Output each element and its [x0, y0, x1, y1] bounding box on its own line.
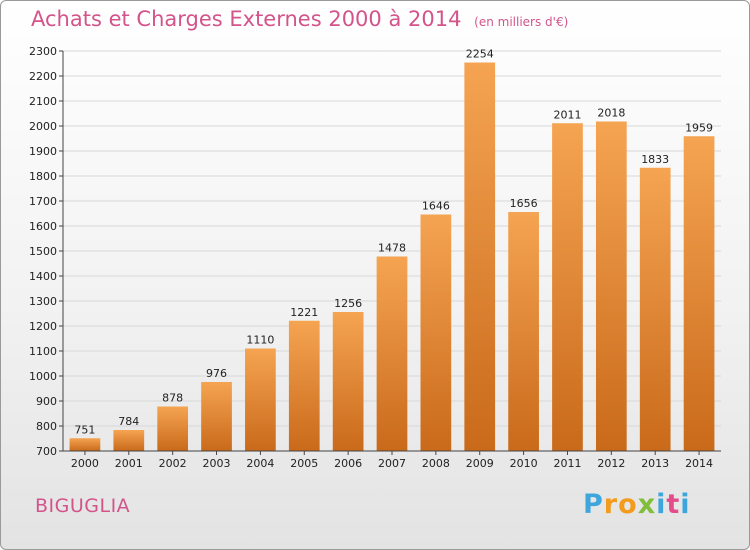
x-tick-label: 2006	[334, 457, 362, 470]
x-tick-label: 2003	[203, 457, 231, 470]
y-tick-label: 700	[36, 445, 57, 458]
x-tick-label: 2004	[246, 457, 274, 470]
x-tick-label: 2012	[597, 457, 625, 470]
bar-2010	[508, 212, 539, 451]
logo-letter: i	[680, 489, 691, 520]
bar-value-label: 1646	[422, 200, 450, 213]
chart-unit: (en milliers d'€)	[474, 15, 569, 29]
x-tick-label: 2009	[466, 457, 494, 470]
x-tick-label: 2010	[510, 457, 538, 470]
x-tick-label: 2000	[71, 457, 99, 470]
chart-title-text: Achats et Charges Externes 2000 à 2014	[31, 7, 462, 31]
x-tick-label: 2014	[685, 457, 713, 470]
x-tick-label: 2008	[422, 457, 450, 470]
bar-2014	[683, 136, 715, 451]
y-tick-label: 1100	[29, 345, 57, 358]
bar-2001	[113, 430, 145, 451]
bar-2003	[201, 382, 232, 451]
logo-letter: P	[583, 489, 604, 520]
bar-value-label: 2018	[597, 107, 625, 120]
y-tick-label: 800	[36, 420, 57, 433]
bar-2012	[595, 121, 627, 451]
logo-letter: i	[656, 489, 667, 520]
y-tick-label: 2000	[29, 120, 57, 133]
logo-letter: x	[637, 489, 657, 520]
bar-value-label: 878	[162, 392, 183, 405]
bar-2008	[420, 214, 452, 451]
proxiti-logo: Proxiti	[583, 489, 691, 520]
y-tick-label: 2300	[29, 45, 57, 58]
bar-value-label: 1959	[685, 121, 713, 134]
bar-value-label: 1478	[378, 242, 406, 255]
logo-letter: t	[666, 489, 681, 520]
bars: 751 784 878 976 1110 1221 1256 1478 1646 2254 1656…	[69, 48, 715, 451]
bar-value-label: 2254	[466, 48, 494, 61]
chart-title: Achats et Charges Externes 2000 à 2014 (…	[31, 7, 568, 31]
bar-2004	[245, 348, 276, 451]
y-tick-label: 1300	[29, 295, 57, 308]
bar-2002	[157, 406, 189, 451]
bar-value-label: 1656	[510, 197, 538, 210]
bar-2007	[376, 256, 408, 451]
bar-value-label: 976	[206, 367, 227, 380]
y-tick-label: 1600	[29, 220, 57, 233]
commune-name: BIGUGLIA	[35, 495, 131, 517]
y-tick-label: 1900	[29, 145, 57, 158]
x-tick-label: 2001	[115, 457, 143, 470]
y-tick-label: 1700	[29, 195, 57, 208]
logo-letter: o	[618, 489, 638, 520]
x-tick-label: 2013	[641, 457, 669, 470]
bar-2009	[464, 62, 496, 451]
bar-value-label: 751	[74, 423, 95, 436]
y-tick-label: 2200	[29, 70, 57, 83]
y-tick-label: 900	[36, 395, 57, 408]
bar-2000	[69, 438, 101, 451]
axes: 700 800 900 1000 1100 1200 1300 1400 1500 1600 170…	[29, 45, 721, 470]
y-tick-label: 1000	[29, 370, 57, 383]
bar-value-label: 1221	[290, 306, 318, 319]
logo-letter: r	[603, 489, 619, 520]
x-tick-label: 2011	[553, 457, 581, 470]
y-tick-label: 1200	[29, 320, 57, 333]
y-tick-label: 1400	[29, 270, 57, 283]
bar-value-label: 1110	[246, 334, 274, 347]
bar-2013	[639, 167, 671, 451]
bar-value-label: 784	[118, 415, 139, 428]
x-tick-label: 2007	[378, 457, 406, 470]
bar-2011	[552, 123, 583, 451]
x-tick-label: 2002	[159, 457, 187, 470]
y-tick-label: 2100	[29, 95, 57, 108]
bar-2005	[288, 320, 320, 451]
bar-value-label: 2011	[553, 108, 581, 121]
x-tick-label: 2005	[290, 457, 318, 470]
y-tick-label: 1500	[29, 245, 57, 258]
bar-value-label: 1256	[334, 297, 362, 310]
bar-value-label: 1833	[641, 153, 669, 166]
y-tick-label: 1800	[29, 170, 57, 183]
bar-2006	[332, 312, 364, 451]
